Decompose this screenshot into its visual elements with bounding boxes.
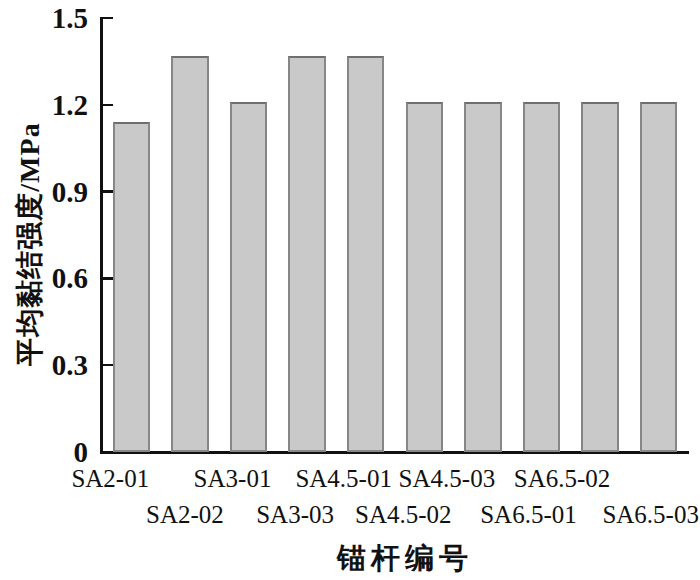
y-tick-mark <box>103 190 113 193</box>
y-tick-label: 0.9 <box>18 177 88 207</box>
x-tick-label: SA6.5-02 <box>487 464 637 494</box>
bar-SA6.5-01 <box>523 102 561 452</box>
y-tick-mark <box>103 364 113 367</box>
y-axis-spine <box>100 17 103 454</box>
bond-strength-bar-chart: 平均黏结强度/MPa 锚杆编号 00.30.60.91.21.5SA2-01SA… <box>0 0 700 580</box>
bar-SA6.5-02 <box>581 102 619 452</box>
x-tick-label: SA6.5-03 <box>576 500 700 530</box>
bar-SA6.5-03 <box>640 102 678 452</box>
y-tick-mark <box>103 17 113 20</box>
y-tick-label: 1.5 <box>18 3 88 33</box>
bar-SA3-03 <box>288 56 326 452</box>
y-tick-label: 0 <box>18 437 88 467</box>
bar-SA3-01 <box>230 102 268 452</box>
bar-SA2-01 <box>113 122 151 452</box>
bar-SA4.5-03 <box>464 102 502 452</box>
x-axis-title: 锚杆编号 <box>255 541 555 575</box>
y-tick-label: 1.2 <box>18 90 88 120</box>
bar-SA4.5-01 <box>347 56 385 452</box>
y-tick-mark <box>103 277 113 280</box>
y-tick-label: 0.6 <box>18 263 88 293</box>
bar-SA4.5-02 <box>406 102 444 452</box>
y-tick-mark <box>103 104 113 107</box>
bar-SA2-02 <box>171 56 209 452</box>
y-tick-label: 0.3 <box>18 350 88 380</box>
